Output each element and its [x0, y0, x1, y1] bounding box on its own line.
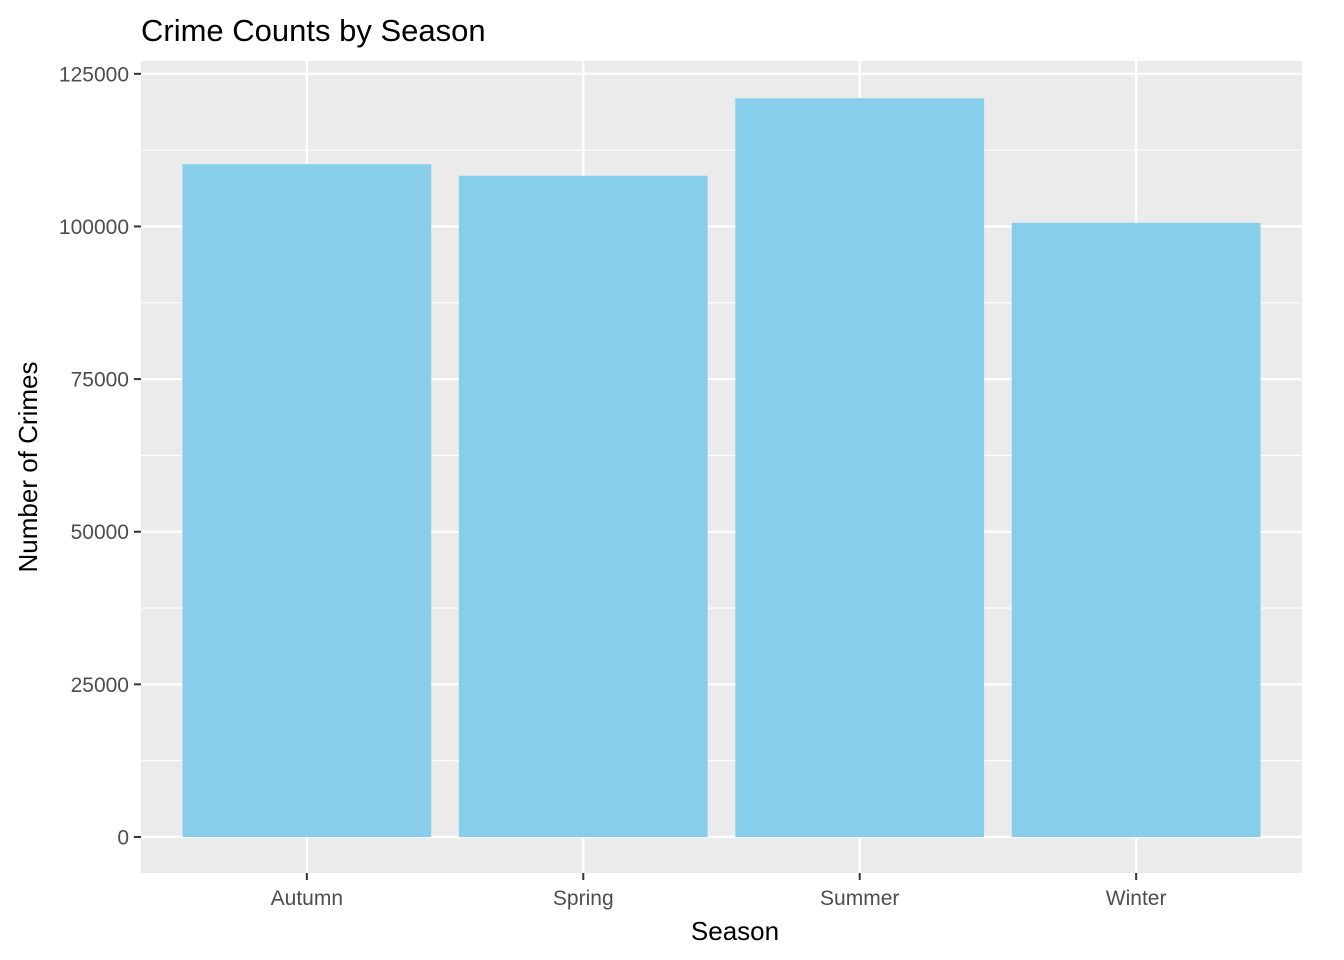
- bars: [182, 98, 1261, 837]
- bar-winter: [1011, 222, 1261, 837]
- y-axis-title: Number of Crimes: [13, 362, 43, 573]
- x-tick-label: Spring: [553, 887, 614, 910]
- x-tick-label: Winter: [1106, 887, 1167, 910]
- chart-title: Crime Counts by Season: [141, 13, 486, 48]
- bar-summer: [735, 98, 985, 837]
- y-tick-label: 0: [117, 826, 129, 849]
- bar-autumn: [182, 164, 432, 837]
- bar-spring: [458, 175, 708, 837]
- x-axis-title: Season: [691, 916, 779, 946]
- y-tick-label: 25000: [71, 674, 129, 697]
- x-tick-label: Autumn: [271, 887, 343, 910]
- x-axis: Autumn Spring Summer Winter: [271, 873, 1167, 910]
- y-axis: 0 25000 50000 75000 100000 125000: [59, 63, 141, 849]
- y-tick-label: 125000: [59, 63, 129, 86]
- y-tick-label: 100000: [59, 216, 129, 239]
- x-tick-label: Summer: [820, 887, 899, 910]
- y-tick-label: 75000: [71, 369, 129, 392]
- y-tick-label: 50000: [71, 521, 129, 544]
